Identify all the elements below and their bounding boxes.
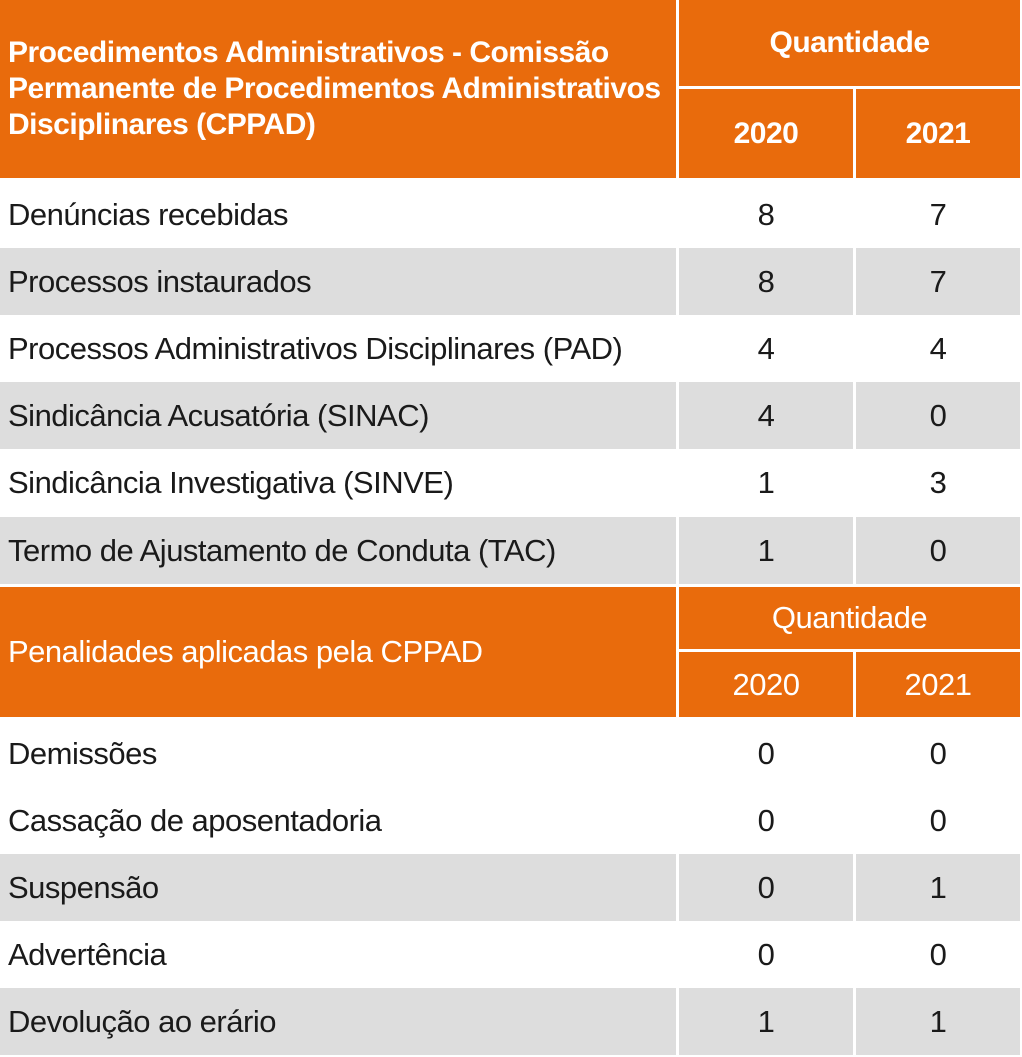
row-value-2020: 8	[676, 248, 853, 315]
row-label: Cassação de aposentadoria	[8, 802, 382, 838]
row-value-2021: 0	[853, 921, 1020, 988]
row-value-2021: 0	[853, 382, 1020, 449]
section2-quantity-header: Quantidade	[679, 587, 1020, 652]
section2-year-2021: 2021	[853, 652, 1020, 717]
row-label: Sindicância Investigativa (SINVE)	[8, 465, 454, 500]
row-value-2021: 7	[853, 248, 1020, 315]
section1-year-2020: 2020	[733, 116, 799, 150]
row-value-2020: 0	[676, 720, 853, 787]
section1-title: Procedimentos Administrativos - Comissão…	[8, 36, 661, 141]
section2-quantity-group: Quantidade 2020 2021	[676, 587, 1020, 717]
row-value-2020: 4	[676, 382, 853, 449]
table-row: Cassação de aposentadoria 0 0	[0, 787, 1020, 854]
row-label: Denúncias recebidas	[8, 196, 289, 232]
table-row: Processos Administrativos Disciplinares …	[0, 315, 1020, 382]
section2-header: Penalidades aplicadas pela CPPAD Quantid…	[0, 587, 1020, 717]
row-value-2021: 3	[853, 449, 1020, 517]
table-row: Sindicância Acusatória (SINAC) 4 0	[0, 382, 1020, 449]
table-row: Sindicância Investigativa (SINVE) 1 3	[0, 449, 1020, 517]
section1-years: 2020 2021	[679, 89, 1020, 178]
row-value-2021: 0	[853, 517, 1020, 584]
row-label: Termo de Ajustamento de Conduta (TAC)	[8, 532, 556, 568]
row-value-2020: 1	[676, 449, 853, 517]
table-row: Suspensão 0 1	[0, 854, 1020, 921]
section1-quantity-group: Quantidade 2020 2021	[676, 0, 1020, 178]
row-value-2021: 7	[853, 181, 1020, 248]
table-row: Denúncias recebidas 8 7	[0, 181, 1020, 248]
row-value-2021: 0	[853, 787, 1020, 854]
table-row: Demissões 0 0	[0, 720, 1020, 787]
row-label: Devolução ao erário	[8, 1003, 276, 1039]
table-row: Advertência 0 0	[0, 921, 1020, 988]
row-value-2021: 1	[853, 854, 1020, 921]
section1-year-2021: 2021	[853, 89, 1020, 178]
row-label: Sindicância Acusatória (SINAC)	[8, 397, 429, 433]
section1-header: Procedimentos Administrativos - Comissão…	[0, 0, 1020, 178]
section2-title: Penalidades aplicadas pela CPPAD	[8, 634, 483, 669]
section2-year-2020: 2020	[732, 666, 800, 702]
table-row: Devolução ao erário 1 1	[0, 988, 1020, 1055]
row-label: Processos Administrativos Disciplinares …	[8, 330, 623, 366]
row-value-2020: 0	[676, 854, 853, 921]
row-label: Suspensão	[8, 869, 159, 905]
row-value-2021: 4	[853, 315, 1020, 382]
section1-quantity-header: Quantidade	[679, 0, 1020, 89]
row-value-2020: 4	[676, 315, 853, 382]
table-row: Processos instaurados 8 7	[0, 248, 1020, 315]
row-value-2020: 0	[676, 921, 853, 988]
row-value-2021: 1	[853, 988, 1020, 1055]
row-label: Demissões	[8, 735, 157, 771]
row-value-2020: 0	[676, 787, 853, 854]
row-value-2020: 8	[676, 181, 853, 248]
row-label: Processos instaurados	[8, 263, 312, 299]
row-value-2020: 1	[676, 988, 853, 1055]
row-label: Advertência	[8, 936, 167, 972]
section2-years: 2020 2021	[679, 652, 1020, 717]
table-row: Termo de Ajustamento de Conduta (TAC) 1 …	[0, 517, 1020, 584]
row-value-2021: 0	[853, 720, 1020, 787]
row-value-2020: 1	[676, 517, 853, 584]
